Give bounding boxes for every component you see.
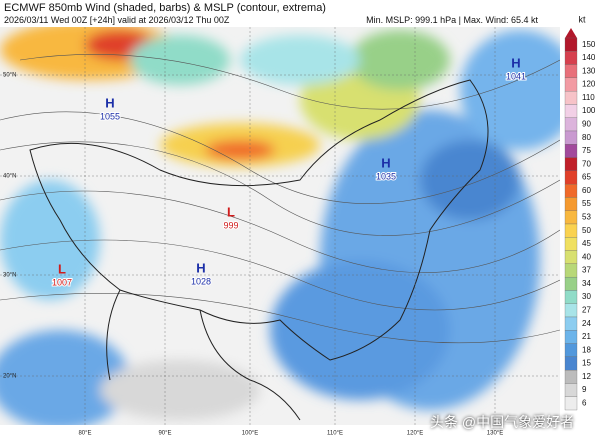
wind-shading — [0, 27, 560, 425]
map-field — [0, 27, 560, 425]
colorbar-swatch — [564, 250, 578, 265]
colorbar-label: 130 — [582, 66, 596, 75]
center-kind: H — [381, 155, 390, 170]
colorbar-label: 6 — [582, 398, 587, 407]
center-value: 1035 — [376, 171, 396, 181]
colorbar-label: 21 — [582, 332, 591, 341]
colorbar-label: 34 — [582, 279, 591, 288]
lon-label: 120°E — [407, 431, 423, 437]
colorbar-swatch — [564, 369, 578, 384]
colorbar-swatch — [564, 51, 578, 65]
colorbar-swatch — [564, 330, 578, 344]
center-value: 1007 — [52, 277, 72, 287]
colorbar-swatch — [564, 343, 578, 358]
colorbar-swatch — [564, 396, 578, 411]
title: ECMWF 850mb Wind (shaded, barbs) & MSLP … — [4, 2, 326, 14]
colorbar-label: 40 — [582, 252, 591, 261]
colorbar-swatch — [564, 170, 578, 185]
colorbar-label: 12 — [582, 372, 591, 381]
lon-label: 110°E — [327, 431, 343, 437]
colorbar-swatch — [564, 104, 578, 118]
colorbar-swatch — [564, 117, 578, 132]
colorbar-swatch — [564, 276, 578, 291]
colorbar-label: 110 — [582, 93, 595, 102]
colorbar-label: 75 — [582, 146, 591, 155]
colorbar-swatch — [564, 77, 578, 92]
colorbar-label: 9 — [582, 385, 587, 394]
colorbar-label: 150 — [582, 40, 596, 49]
colorbar-arrow — [565, 28, 577, 38]
colorbar-label: 140 — [582, 53, 596, 62]
center-kind: L — [58, 261, 66, 276]
colorbar-label: 55 — [582, 199, 591, 208]
lat-label: 50°N — [3, 73, 16, 79]
subtitle: 2026/03/11 Wed 00Z [+24h] valid at 2026/… — [4, 15, 230, 25]
colorbar-label: 27 — [582, 305, 591, 314]
center-kind: H — [105, 95, 114, 110]
lat-label: 40°N — [3, 174, 16, 180]
center-kind: H — [511, 55, 520, 70]
colorbar-swatch — [564, 130, 578, 145]
colorbar-swatch — [564, 37, 578, 52]
center-value: 1028 — [191, 276, 211, 286]
colorbar-swatch — [564, 210, 578, 225]
colorbar-swatch — [564, 223, 578, 238]
colorbar-label: 30 — [582, 292, 591, 301]
colorbar-label: 37 — [582, 266, 591, 275]
lat-label: 20°N — [3, 374, 16, 380]
colorbar-label: 15 — [582, 359, 591, 368]
center-kind: H — [196, 260, 205, 275]
colorbar-label: 100 — [582, 106, 596, 115]
colorbar-swatch — [564, 290, 578, 304]
colorbar-swatch — [564, 316, 578, 331]
center-value: 1055 — [100, 111, 120, 121]
colorbar-swatch — [564, 383, 578, 397]
colorbar-label: 70 — [582, 159, 591, 168]
watermark: 头条 @中国气象爱好者 — [430, 414, 575, 430]
colorbar-unit: kt — [578, 14, 586, 24]
lon-label: 80°E — [78, 431, 91, 437]
center-kind: L — [227, 204, 235, 219]
colorbar-label: 65 — [582, 173, 591, 182]
colorbar-swatch — [564, 197, 578, 211]
graticule — [0, 27, 560, 425]
colorbar-swatch — [564, 90, 578, 105]
colorbar-swatch — [564, 144, 578, 158]
colorbar-label: 53 — [582, 212, 591, 221]
lon-label: 100°E — [242, 431, 258, 437]
stats: Min. MSLP: 999.1 hPa | Max. Wind: 65.4 k… — [366, 15, 538, 25]
colorbar-swatch — [564, 183, 578, 198]
colorbar-label: 120 — [582, 80, 596, 89]
colorbar-swatch — [564, 157, 578, 172]
lat-label: 30°N — [3, 273, 16, 279]
center-value: 999 — [223, 220, 238, 230]
colorbar-label: 60 — [582, 186, 591, 195]
lon-label: 130°E — [487, 431, 503, 437]
isobars — [0, 53, 560, 344]
colorbar-swatch — [564, 237, 578, 251]
colorbar-label: 90 — [582, 119, 591, 128]
colorbar-label: 50 — [582, 226, 591, 235]
colorbar-label: 18 — [582, 345, 591, 354]
colorbar-swatch — [564, 303, 578, 318]
colorbar-label: 24 — [582, 319, 591, 328]
colorbar-label: 45 — [582, 239, 591, 248]
lon-label: 90°E — [158, 431, 171, 437]
colorbar-swatch — [564, 356, 578, 371]
colorbar-swatch — [564, 263, 578, 278]
colorbar-swatch — [564, 64, 578, 79]
colorbar-label: 80 — [582, 133, 591, 142]
center-value: 1041 — [506, 71, 526, 81]
